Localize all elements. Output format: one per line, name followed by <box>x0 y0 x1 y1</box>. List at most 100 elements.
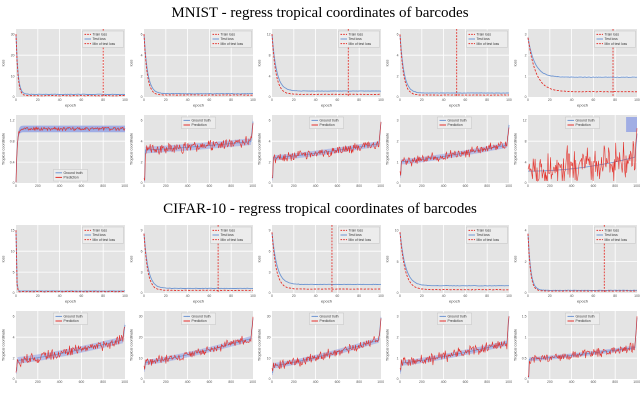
y-axis-tick: 5 <box>397 260 399 264</box>
y-axis-tick: 2 <box>525 260 527 264</box>
y-axis-tick: 0 <box>141 95 143 99</box>
prediction-curve <box>271 121 382 179</box>
subplot-r0-c0: Train loss Test loss Min of test loss 0 20 40… <box>0 24 128 110</box>
x-axis-tick: 20 <box>36 98 40 102</box>
y-axis-tick: 2 <box>397 139 399 143</box>
test-loss-curve <box>143 34 254 95</box>
legend-label: Min of test loss <box>221 42 244 46</box>
y-axis-tick: 1 <box>525 335 527 339</box>
y-axis-tick: 10 <box>139 356 143 360</box>
legend-box <box>594 226 636 244</box>
x-axis-tick: 0 <box>399 98 401 102</box>
confidence-band <box>144 315 253 372</box>
x-axis-tick: 100 <box>122 294 128 298</box>
subplot-r0-c2: Train loss Test loss Min of test loss 0 20 40… <box>256 24 384 110</box>
legend-box <box>338 226 380 244</box>
x-axis-tick: 80 <box>357 294 361 298</box>
legend-label: Ground truth <box>320 315 339 319</box>
test-loss-curve <box>271 34 382 92</box>
y-axis-tick: 0.5 <box>522 356 527 360</box>
legend-label: Ground truth <box>576 315 595 319</box>
x-axis-tick: 400 <box>441 380 447 384</box>
y-axis-tick: 0 <box>397 377 399 381</box>
legend-label: Min of test loss <box>605 42 628 46</box>
y-axis-tick: 5 <box>13 270 15 274</box>
y-axis-tick: 4 <box>13 335 15 339</box>
y-axis-label: Tropical coordinate <box>258 329 262 361</box>
x-axis-tick: 400 <box>569 184 575 188</box>
x-axis-tick: 200 <box>163 184 169 188</box>
y-axis-tick: 0.4 <box>10 160 15 164</box>
legend-label: Test loss <box>221 37 234 41</box>
x-axis-tick: 0 <box>399 380 401 384</box>
x-axis-tick: 400 <box>185 184 191 188</box>
x-axis-tick: 200 <box>419 380 425 384</box>
prediction-curve <box>399 316 510 371</box>
x-axis-tick: 800 <box>100 380 106 384</box>
legend-label: Prediction <box>320 319 335 323</box>
subplot-r2-c3: Train loss Test loss Min of test loss 0 20 40… <box>384 220 512 306</box>
legend-label: Ground truth <box>448 315 467 319</box>
x-axis-tick: 400 <box>313 184 319 188</box>
subplot-r2-c1: Train loss Test loss Min of test loss 0 20 40… <box>128 220 256 306</box>
subplot-r3-c1: Ground truth Prediction 0 200 400 600 800 1000 0… <box>128 306 256 392</box>
legend-label: Min of test loss <box>477 42 500 46</box>
x-axis-tick: 400 <box>441 184 447 188</box>
legend-label: Min of test loss <box>349 238 372 242</box>
train-loss-curve <box>399 232 510 291</box>
legend-label: Train loss <box>349 229 364 233</box>
subplot-r2-c4: Train loss Test loss Min of test loss 0 20 40… <box>512 220 640 306</box>
legend-label: Min of test loss <box>477 238 500 242</box>
y-axis-tick: 0 <box>269 181 271 185</box>
legend-label: Test loss <box>349 233 362 237</box>
y-axis-tick: 10 <box>395 229 399 233</box>
x-axis-tick: 800 <box>484 184 490 188</box>
legend-label: Min of test loss <box>93 238 116 242</box>
legend-label: Prediction <box>448 123 463 127</box>
confidence-band <box>16 125 125 183</box>
y-axis-tick: 0 <box>141 377 143 381</box>
train-loss-curve <box>271 232 382 290</box>
x-axis-tick: 60 <box>464 294 468 298</box>
legend-box <box>565 312 600 325</box>
legend-label: Test loss <box>349 37 362 41</box>
prediction-curve <box>527 316 638 378</box>
legend-label: Ground truth <box>448 119 467 123</box>
x-axis-tick: 40 <box>314 294 318 298</box>
y-axis-tick: 0 <box>141 181 143 185</box>
y-axis-tick: 10 <box>11 74 15 78</box>
x-axis-tick: 0 <box>143 380 145 384</box>
y-axis-label: loss <box>258 60 262 67</box>
prediction-curve <box>527 128 638 182</box>
x-axis-tick: 60 <box>208 98 212 102</box>
y-axis-tick: 4 <box>141 53 143 57</box>
legend-label: Test loss <box>93 37 106 41</box>
y-axis-tick: 0 <box>141 291 143 295</box>
legend-label: Train loss <box>93 229 108 233</box>
y-axis-tick: 2 <box>525 53 527 57</box>
y-axis-tick: 1.2 <box>10 119 15 123</box>
test-loss-curve <box>271 232 382 286</box>
y-axis-tick: 0 <box>397 95 399 99</box>
test-loss-curve <box>15 34 125 96</box>
legend-label: Train loss <box>477 229 492 233</box>
test-loss-curve <box>527 233 638 291</box>
y-axis-label: Tropical coordinate <box>386 329 390 361</box>
y-axis-label: Tropical coordinate <box>2 133 6 165</box>
x-axis-tick: 0 <box>143 294 145 298</box>
y-axis-tick: 2 <box>13 356 15 360</box>
legend-box <box>437 116 472 129</box>
legend-box <box>466 30 508 48</box>
y-axis-tick: 1 <box>397 160 399 164</box>
train-loss-curve <box>15 230 126 293</box>
y-axis-tick: 9 <box>269 229 271 233</box>
x-axis-tick: 20 <box>548 98 552 102</box>
